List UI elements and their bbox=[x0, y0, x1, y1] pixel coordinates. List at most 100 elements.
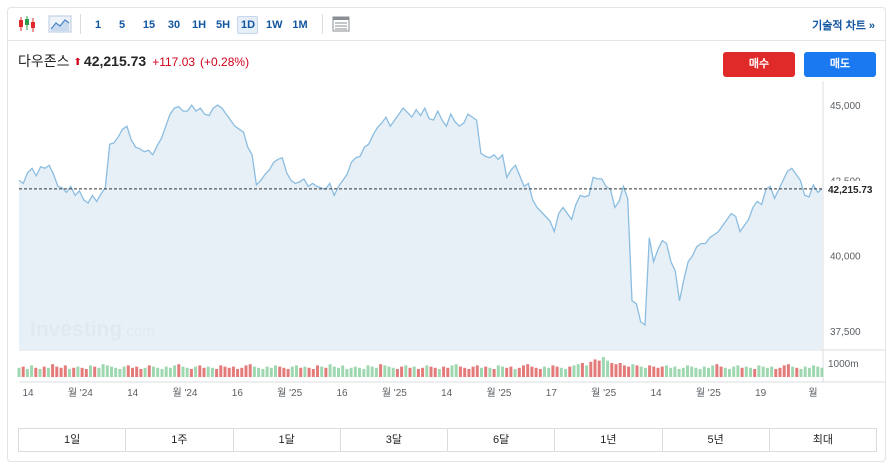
range-1-week[interactable]: 1주 bbox=[126, 429, 234, 451]
volume-bar bbox=[311, 369, 315, 377]
table-view-icon[interactable] bbox=[331, 14, 351, 34]
volume-bar bbox=[84, 369, 88, 377]
timeframe-1m[interactable]: 1M bbox=[292, 19, 308, 31]
toolbar-divider bbox=[80, 14, 81, 34]
volume-bar bbox=[728, 369, 731, 377]
volume-bar bbox=[694, 367, 698, 377]
volume-bar bbox=[669, 367, 673, 377]
timeframe-1d[interactable]: 1D bbox=[237, 16, 258, 34]
volume-bar bbox=[257, 367, 261, 377]
volume-bar bbox=[446, 367, 450, 377]
volume-bar bbox=[110, 366, 113, 377]
volume-bar bbox=[677, 369, 681, 377]
volume-bar bbox=[719, 366, 723, 377]
price-line[interactable] bbox=[18, 103, 823, 327]
volume-bar bbox=[114, 367, 118, 377]
range-max[interactable]: 최대 bbox=[812, 434, 833, 446]
x-tick-label: 14 bbox=[650, 388, 662, 399]
volume-bar bbox=[475, 365, 479, 377]
timeframe-5min[interactable]: 5 bbox=[118, 19, 126, 31]
volume-bar bbox=[631, 364, 635, 377]
volume-bar bbox=[295, 365, 298, 377]
volume-bar bbox=[30, 365, 34, 377]
price-chart[interactable]: Investing.com45,00042,50040,00037,50042,… bbox=[8, 8, 885, 418]
x-tick-label: 14 bbox=[22, 388, 34, 399]
technical-chart-link[interactable]: 기술적 차트 » bbox=[812, 20, 875, 32]
timeframe-1h[interactable]: 1H bbox=[192, 19, 207, 31]
volume-bar bbox=[610, 363, 614, 377]
volume-bar bbox=[89, 365, 92, 377]
timeframe-1w[interactable]: 1W bbox=[266, 19, 283, 31]
volume-bar bbox=[593, 359, 597, 377]
timeframe-1min[interactable]: 1 bbox=[94, 19, 102, 31]
volume-bar bbox=[135, 366, 139, 377]
volume-bar bbox=[749, 367, 752, 377]
volume-bar bbox=[744, 366, 748, 377]
price-change-percent: (+0.28%) bbox=[200, 55, 250, 69]
volume-bar bbox=[383, 365, 387, 377]
volume-bar bbox=[488, 367, 492, 377]
volume-bar bbox=[341, 365, 345, 377]
range-3-months[interactable]: 3달 bbox=[341, 429, 448, 451]
toolbar-divider bbox=[322, 14, 323, 34]
volume-bar bbox=[391, 367, 395, 377]
volume-bar bbox=[711, 365, 715, 377]
volume-bar bbox=[122, 366, 126, 377]
volume-bar bbox=[807, 367, 811, 377]
volume-bar bbox=[547, 367, 551, 377]
volume-bar bbox=[80, 367, 84, 377]
volume-bar bbox=[387, 366, 391, 377]
range-5-years[interactable]: 5년 bbox=[663, 429, 770, 451]
volume-bar bbox=[324, 367, 328, 377]
volume-bar bbox=[660, 366, 664, 377]
volume-bar bbox=[820, 367, 824, 377]
volume-bar bbox=[93, 366, 97, 377]
volume-bar bbox=[538, 369, 542, 377]
volume-bar bbox=[332, 366, 336, 377]
range-6-months[interactable]: 6달 bbox=[448, 429, 556, 451]
volume-bar bbox=[290, 366, 294, 377]
timeframe-15min[interactable]: 15 bbox=[142, 19, 156, 31]
last-price-label-bg bbox=[825, 180, 885, 197]
timeframe-5h[interactable]: 5H bbox=[216, 19, 231, 31]
volume-bar bbox=[362, 369, 366, 377]
volume-bar bbox=[757, 365, 761, 377]
volume-bar bbox=[782, 365, 786, 377]
volume-bar bbox=[622, 365, 626, 377]
volume-bar bbox=[68, 369, 71, 377]
volume-bar bbox=[467, 369, 471, 377]
volume-bar bbox=[761, 366, 765, 377]
candlestick-chart-icon[interactable] bbox=[16, 14, 38, 34]
chart-widget: 1 5 15 30 1H 5H 1D 1W 1M 기술적 차트 » 다우존스 ⬆ 4… bbox=[7, 7, 886, 462]
volume-bar bbox=[223, 366, 227, 377]
volume-bar bbox=[400, 366, 404, 377]
volume-bar bbox=[555, 366, 559, 377]
chart-toolbar: 1 5 15 30 1H 5H 1D 1W 1M 기술적 차트 » bbox=[8, 8, 885, 41]
volume-bar bbox=[492, 369, 496, 377]
x-tick-label: 14 bbox=[127, 388, 139, 399]
volume-bar bbox=[673, 366, 677, 377]
volume-bar bbox=[627, 366, 631, 377]
volume-bar bbox=[72, 367, 76, 377]
volume-bar bbox=[274, 365, 277, 377]
range-1-year[interactable]: 1년 bbox=[555, 429, 663, 451]
volume-bar bbox=[585, 365, 589, 377]
volume-bar bbox=[437, 369, 441, 377]
volume-bar bbox=[505, 367, 509, 377]
range-1-month[interactable]: 1달 bbox=[234, 429, 341, 451]
volume-bar bbox=[656, 367, 660, 377]
volume-bar bbox=[791, 366, 795, 377]
timeframe-30min[interactable]: 30 bbox=[167, 19, 181, 31]
volume-bar bbox=[648, 365, 652, 377]
volume-bar bbox=[240, 367, 244, 377]
sell-button[interactable]: 매도 bbox=[804, 52, 876, 77]
volume-bar bbox=[522, 365, 525, 377]
volume-bar bbox=[723, 367, 727, 377]
volume-bar bbox=[635, 365, 639, 377]
volume-bar bbox=[408, 367, 412, 377]
price-up-arrow-icon: ⬆ bbox=[73, 57, 82, 68]
buy-button[interactable]: 매수 bbox=[723, 52, 795, 77]
range-1-day[interactable]: 1일 bbox=[19, 429, 127, 451]
volume-bar bbox=[236, 369, 240, 377]
area-chart-icon[interactable] bbox=[48, 14, 72, 34]
